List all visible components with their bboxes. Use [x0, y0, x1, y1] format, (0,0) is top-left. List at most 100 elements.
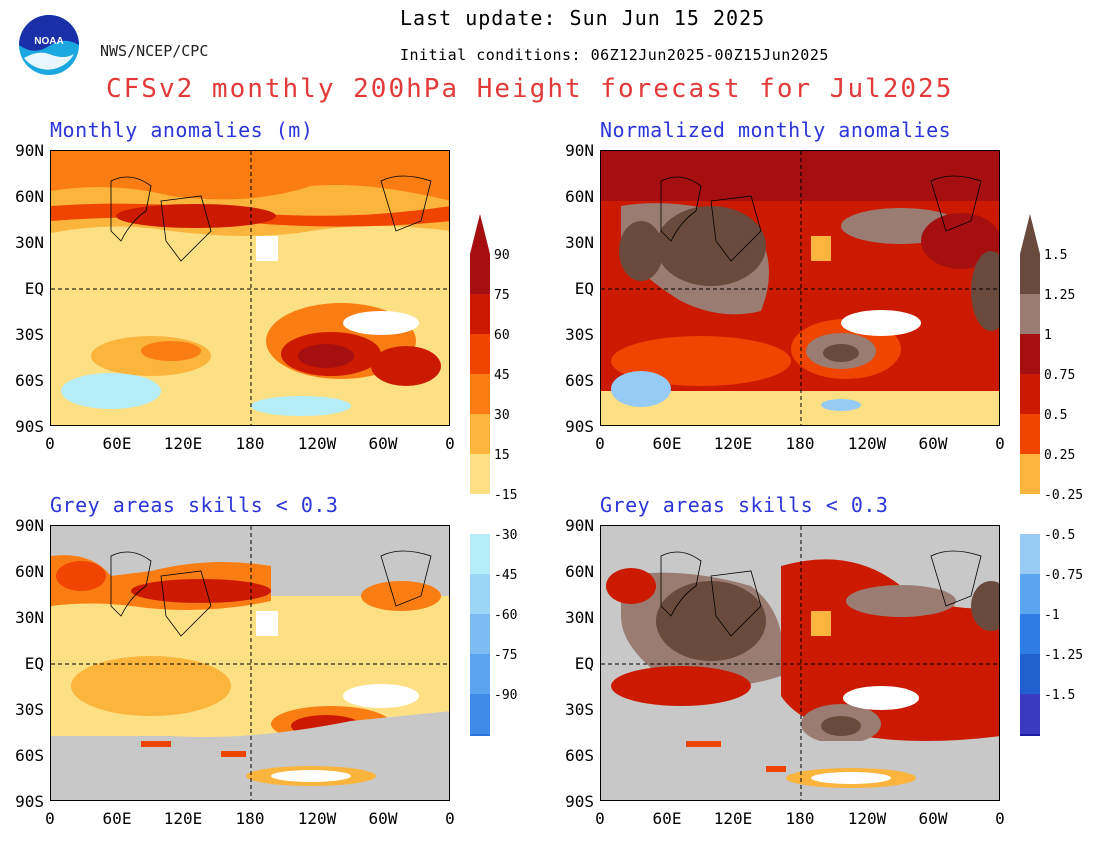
lon-label: 120E [163, 809, 203, 828]
lat-label: 30N [565, 608, 594, 627]
main-title: CFSv2 monthly 200hPa Height forecast for… [106, 74, 954, 104]
colorbar-label: -1 [1044, 608, 1060, 623]
lon-label: 120W [847, 434, 887, 453]
lon-label: 60W [918, 809, 948, 828]
lat-label: 90N [565, 141, 594, 160]
lon-label: 60E [652, 809, 682, 828]
colorbar-label: -90 [494, 688, 518, 703]
lon-label: 60E [652, 434, 682, 453]
colorbar-segment [470, 374, 490, 414]
colorbar-segment [470, 654, 490, 694]
lat-label: 60N [15, 187, 44, 206]
colorbar-label: -0.5 [1044, 528, 1076, 543]
lat-label: 30S [15, 700, 44, 719]
colorbar-label: 45 [494, 368, 510, 383]
colorbar-neutral [1020, 494, 1040, 534]
lon-label: 120W [297, 434, 337, 453]
lat-label: 30N [565, 233, 594, 252]
lon-label: 120E [163, 434, 203, 453]
colorbar-label: -75 [494, 648, 518, 663]
lon-label: 120E [713, 809, 753, 828]
colorbar-segment [470, 414, 490, 454]
colorbar-label: -45 [494, 568, 518, 583]
colorbar-segment [470, 254, 490, 294]
lon-label: 0 [45, 809, 55, 828]
colorbar-label: 90 [494, 248, 510, 263]
lon-label: 60E [102, 809, 132, 828]
lat-label: 60S [15, 371, 44, 390]
colorbar-label: -30 [494, 528, 518, 543]
lon-label: 0 [595, 434, 605, 453]
colorbar-segment [470, 694, 490, 734]
panel-title-top-right: Normalized monthly anomalies [600, 118, 952, 142]
colorbar-segment [470, 534, 490, 574]
lon-label: 0 [45, 434, 55, 453]
colorbar-segment [470, 614, 490, 654]
colorbar-segment [470, 574, 490, 614]
colorbar-label: 75 [494, 288, 510, 303]
panel-title-bottom-right: Grey areas skills < 0.3 [600, 493, 889, 517]
lat-label: 90N [15, 141, 44, 160]
colorbar-segment [1020, 574, 1040, 614]
colorbar-segment [1020, 614, 1040, 654]
lat-label: 90S [15, 417, 44, 436]
colorbar-segment [470, 734, 490, 774]
lon-label: 60W [368, 809, 398, 828]
lon-label: 120E [713, 434, 753, 453]
lat-label: EQ [574, 279, 594, 298]
last-update: Last update: Sun Jun 15 2025 [400, 6, 766, 30]
noaa-logo: NOAA [18, 14, 80, 76]
lat-label: 90S [565, 417, 594, 436]
map-panel-top-left [50, 150, 450, 426]
colorbar-label: -0.25 [1044, 488, 1084, 503]
colorbar-segment [470, 334, 490, 374]
colorbar-right-svg [1020, 214, 1040, 774]
lon-label: 0 [445, 809, 455, 828]
colorbar-label: -1.5 [1044, 688, 1076, 703]
colorbar-segment [1020, 734, 1040, 774]
colorbar-segment [1020, 654, 1040, 694]
panel-title-top-left: Monthly anomalies (m) [50, 118, 314, 142]
colorbar-top-arrow [470, 214, 490, 254]
colorbar-left-svg [470, 214, 490, 774]
colorbar-label: -1.25 [1044, 648, 1084, 663]
lon-label: 0 [445, 434, 455, 453]
colorbar-segment [470, 294, 490, 334]
colorbar-label: 1 [1044, 328, 1052, 343]
lat-label: 30S [565, 700, 594, 719]
colorbar-segment [1020, 294, 1040, 334]
colorbar-label: 30 [494, 408, 510, 423]
lat-label: 90N [565, 516, 594, 535]
lat-label: 90S [15, 792, 44, 811]
lat-label: 90N [15, 516, 44, 535]
lon-label: 60E [102, 434, 132, 453]
colorbar-top-arrow [1020, 214, 1040, 254]
colorbar-label: -0.75 [1044, 568, 1084, 583]
lat-label: 30S [15, 325, 44, 344]
colorbar-segment [1020, 454, 1040, 494]
colorbar-segment [1020, 414, 1040, 454]
colorbar-label: 0.25 [1044, 448, 1076, 463]
lat-label: EQ [24, 654, 44, 673]
lon-label: 0 [995, 809, 1005, 828]
colorbar-right [1020, 214, 1040, 774]
lat-label: 60N [15, 562, 44, 581]
map-panel-bottom-left [50, 525, 450, 801]
lat-label: 60S [565, 371, 594, 390]
colorbar-label: 1.5 [1044, 248, 1068, 263]
svg-text:NOAA: NOAA [34, 36, 63, 47]
lon-label: 0 [995, 434, 1005, 453]
colorbar-label: -60 [494, 608, 518, 623]
lat-label: 60S [565, 746, 594, 765]
lat-label: 60N [565, 562, 594, 581]
agency-label: NWS/NCEP/CPC [100, 42, 209, 60]
lat-label: 30S [565, 325, 594, 344]
lon-label: 60W [368, 434, 398, 453]
noaa-logo-icon: NOAA [19, 15, 79, 75]
colorbar-segment [1020, 534, 1040, 574]
panel-title-bottom-left: Grey areas skills < 0.3 [50, 493, 339, 517]
colorbar-label: 60 [494, 328, 510, 343]
lon-label: 180 [235, 809, 265, 828]
colorbar-label: 0.75 [1044, 368, 1076, 383]
colorbar-left [470, 214, 490, 774]
